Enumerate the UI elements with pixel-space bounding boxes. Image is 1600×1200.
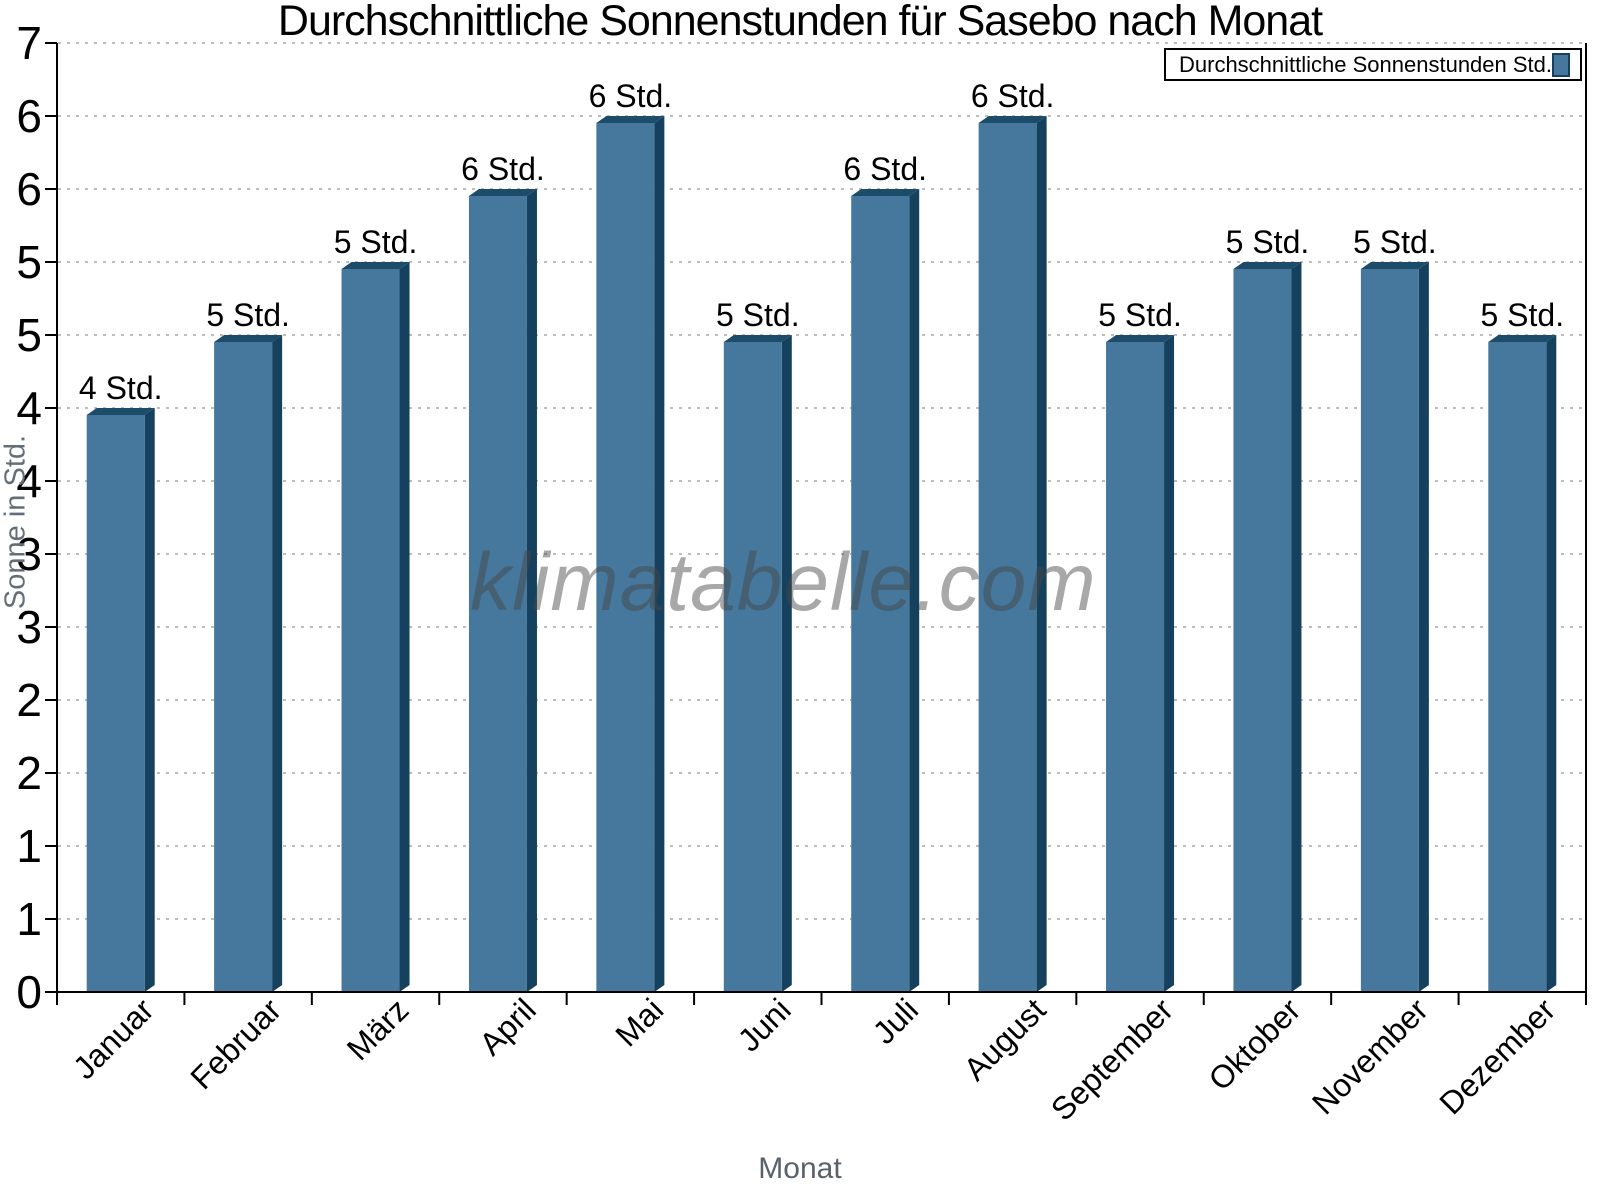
bar-side xyxy=(781,335,792,992)
y-tick-label: 7 xyxy=(16,17,42,69)
month-label: Oktober xyxy=(1201,991,1307,1097)
month-label: April xyxy=(472,991,543,1062)
bar-top xyxy=(1488,335,1557,342)
y-tick-label: 1 xyxy=(16,820,42,872)
bar-front xyxy=(723,342,782,992)
bar-front xyxy=(341,269,400,992)
y-tick-label: 4 xyxy=(16,455,42,507)
bar-top xyxy=(851,189,920,196)
month-label: Februar xyxy=(183,991,288,1096)
legend-label: Durchschnittliche Sonnenstunden Std. xyxy=(1179,51,1553,77)
bar-side xyxy=(399,262,410,992)
bar-value-label: 5 Std. xyxy=(1098,297,1182,333)
month-label: Juni xyxy=(731,991,798,1058)
bar-top xyxy=(86,408,155,415)
x-axis-title: Monat xyxy=(758,1152,842,1185)
bar-side xyxy=(909,189,920,992)
y-tick-label: 6 xyxy=(16,90,42,142)
bar-front xyxy=(214,342,273,992)
bar-top xyxy=(341,262,410,269)
y-axis-title: Sonne in Std. xyxy=(0,434,32,610)
month-label: Mai xyxy=(608,991,670,1053)
bar-side xyxy=(1036,116,1047,992)
bar-value-label: 4 Std. xyxy=(79,370,163,406)
bar-front xyxy=(978,123,1037,992)
bar-side xyxy=(1164,335,1175,992)
y-tick-label: 3 xyxy=(16,528,42,580)
y-tick-label: 1 xyxy=(16,893,42,945)
bar-value-label: 5 Std. xyxy=(1480,297,1564,333)
legend: Durchschnittliche Sonnenstunden Std. xyxy=(1164,48,1582,81)
bar-front xyxy=(1233,269,1292,992)
bar-front xyxy=(596,123,655,992)
bar-side xyxy=(1546,335,1557,992)
bar-top xyxy=(723,335,792,342)
legend-swatch-icon xyxy=(1552,52,1570,77)
bar-value-label: 5 Std. xyxy=(1226,224,1310,260)
bar-top xyxy=(468,189,537,196)
bar-front xyxy=(851,196,910,992)
month-label: August xyxy=(957,991,1053,1087)
bar-top xyxy=(596,116,665,123)
bar-value-label: 6 Std. xyxy=(461,151,545,187)
bar-side xyxy=(1291,262,1302,992)
month-label: Januar xyxy=(66,991,161,1086)
bar-value-label: 6 Std. xyxy=(971,78,1055,114)
bar-top xyxy=(214,335,283,342)
bar-top xyxy=(978,116,1047,123)
bar-top xyxy=(1360,262,1429,269)
bar-side xyxy=(272,335,283,992)
bar-top xyxy=(1106,335,1175,342)
bar-value-label: 6 Std. xyxy=(589,78,673,114)
bar-value-label: 6 Std. xyxy=(843,151,927,187)
y-tick-label: 3 xyxy=(16,601,42,653)
bar-front xyxy=(1106,342,1165,992)
chart-title: Durchschnittliche Sonnenstunden für Sase… xyxy=(277,0,1323,45)
bar-value-label: 5 Std. xyxy=(334,224,418,260)
bar-side xyxy=(526,189,537,992)
y-tick-label: 6 xyxy=(16,163,42,215)
bar-top xyxy=(1233,262,1302,269)
month-label: November xyxy=(1305,991,1435,1121)
month-label: März xyxy=(340,991,416,1067)
y-tick-label: 4 xyxy=(16,382,42,434)
y-tick-label: 2 xyxy=(16,674,42,726)
bar-side xyxy=(144,408,155,992)
bar-front xyxy=(1488,342,1547,992)
bar-side xyxy=(1418,262,1429,992)
y-tick-label: 2 xyxy=(16,747,42,799)
month-label: Dezember xyxy=(1432,991,1562,1121)
y-tick-label: 5 xyxy=(16,236,42,288)
y-tick-label: 0 xyxy=(16,966,42,1018)
month-label: September xyxy=(1044,991,1180,1127)
bar-value-label: 5 Std. xyxy=(206,297,290,333)
month-label: Juli xyxy=(866,991,925,1050)
bar-front xyxy=(468,196,527,992)
bar-side xyxy=(654,116,665,992)
y-tick-label: 5 xyxy=(16,309,42,361)
bar-value-label: 5 Std. xyxy=(716,297,800,333)
bar-front xyxy=(1360,269,1419,992)
bar-front xyxy=(86,415,145,992)
bar-value-label: 5 Std. xyxy=(1353,224,1437,260)
